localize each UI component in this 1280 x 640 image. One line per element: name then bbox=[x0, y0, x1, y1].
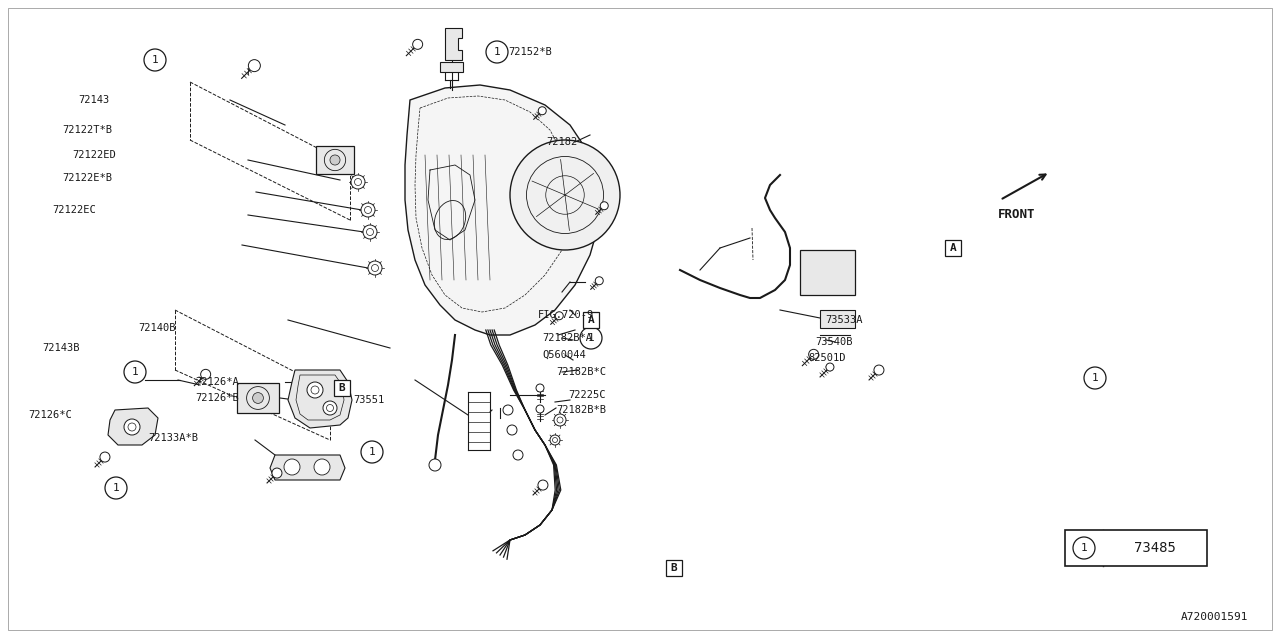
Text: 72126*A: 72126*A bbox=[195, 377, 239, 387]
Circle shape bbox=[826, 363, 835, 371]
Text: FRONT: FRONT bbox=[998, 208, 1036, 221]
Circle shape bbox=[550, 435, 561, 445]
Circle shape bbox=[369, 261, 381, 275]
Text: 1: 1 bbox=[1092, 373, 1098, 383]
Text: Q560044: Q560044 bbox=[541, 350, 586, 360]
Text: 72126*B: 72126*B bbox=[195, 393, 239, 403]
Text: 72182B*A: 72182B*A bbox=[541, 333, 591, 343]
Circle shape bbox=[509, 140, 620, 250]
Circle shape bbox=[307, 382, 323, 398]
Circle shape bbox=[364, 225, 378, 239]
Bar bbox=[800, 250, 855, 295]
Circle shape bbox=[284, 459, 300, 475]
Text: A: A bbox=[588, 315, 594, 325]
Polygon shape bbox=[108, 408, 157, 445]
Text: 73540B: 73540B bbox=[815, 337, 852, 347]
Text: 72182B*C: 72182B*C bbox=[556, 367, 605, 377]
Bar bbox=[316, 146, 355, 174]
Circle shape bbox=[503, 405, 513, 415]
Text: A720001591: A720001591 bbox=[1180, 612, 1248, 622]
Circle shape bbox=[513, 450, 524, 460]
Text: 72140B: 72140B bbox=[138, 323, 175, 333]
Bar bbox=[666, 560, 682, 576]
Text: 72182: 72182 bbox=[547, 137, 577, 147]
Text: 72122E*B: 72122E*B bbox=[61, 173, 113, 183]
Text: 72182B*B: 72182B*B bbox=[556, 405, 605, 415]
Circle shape bbox=[536, 384, 544, 392]
Polygon shape bbox=[445, 28, 462, 60]
Circle shape bbox=[809, 349, 819, 359]
Circle shape bbox=[143, 49, 166, 71]
Text: 1: 1 bbox=[113, 483, 119, 493]
Circle shape bbox=[1073, 537, 1094, 559]
Text: B: B bbox=[671, 563, 677, 573]
Circle shape bbox=[124, 361, 146, 383]
Circle shape bbox=[351, 175, 365, 189]
Circle shape bbox=[580, 327, 602, 349]
Circle shape bbox=[361, 203, 375, 217]
Text: 72133A*B: 72133A*B bbox=[148, 433, 198, 443]
Text: B: B bbox=[339, 383, 346, 393]
Circle shape bbox=[539, 107, 547, 115]
Circle shape bbox=[105, 477, 127, 499]
Circle shape bbox=[538, 480, 548, 490]
Text: FIG.720-9: FIG.720-9 bbox=[538, 310, 594, 320]
Circle shape bbox=[124, 419, 140, 435]
Circle shape bbox=[536, 405, 544, 413]
Text: 72225C: 72225C bbox=[568, 390, 605, 400]
Circle shape bbox=[323, 401, 337, 415]
Polygon shape bbox=[404, 85, 600, 335]
Circle shape bbox=[201, 369, 211, 380]
Text: 73551: 73551 bbox=[353, 395, 385, 405]
Circle shape bbox=[600, 202, 608, 210]
Circle shape bbox=[248, 60, 260, 72]
Circle shape bbox=[252, 392, 264, 403]
Text: 1: 1 bbox=[369, 447, 375, 457]
Circle shape bbox=[486, 41, 508, 63]
Text: 1: 1 bbox=[588, 333, 594, 343]
Text: 72126*C: 72126*C bbox=[28, 410, 72, 420]
Bar bbox=[945, 240, 961, 256]
Text: 82501D: 82501D bbox=[808, 353, 846, 363]
Circle shape bbox=[429, 459, 442, 471]
Circle shape bbox=[554, 414, 566, 426]
Text: A: A bbox=[950, 243, 956, 253]
Text: 72122EC: 72122EC bbox=[52, 205, 96, 215]
Text: 73485: 73485 bbox=[1134, 541, 1176, 555]
Circle shape bbox=[271, 468, 282, 478]
Circle shape bbox=[100, 452, 110, 462]
Text: 73533A: 73533A bbox=[826, 315, 863, 325]
Circle shape bbox=[595, 276, 603, 285]
Text: 72143: 72143 bbox=[78, 95, 109, 105]
Text: 72122ED: 72122ED bbox=[72, 150, 115, 160]
Circle shape bbox=[330, 155, 340, 165]
Text: 72152*B: 72152*B bbox=[508, 47, 552, 57]
Circle shape bbox=[412, 39, 422, 49]
Polygon shape bbox=[440, 62, 463, 72]
Bar bbox=[237, 383, 279, 413]
Text: 1: 1 bbox=[132, 367, 138, 377]
Circle shape bbox=[314, 459, 330, 475]
Bar bbox=[582, 312, 599, 328]
Bar bbox=[1065, 530, 1207, 566]
Text: 1: 1 bbox=[1080, 543, 1088, 553]
Circle shape bbox=[556, 312, 563, 320]
Bar bbox=[820, 310, 855, 328]
Bar bbox=[334, 380, 349, 396]
Text: 1: 1 bbox=[151, 55, 159, 65]
Circle shape bbox=[1084, 367, 1106, 389]
Text: 72143B: 72143B bbox=[42, 343, 79, 353]
Polygon shape bbox=[270, 455, 346, 480]
Text: 1: 1 bbox=[494, 47, 500, 57]
Polygon shape bbox=[288, 370, 352, 428]
Circle shape bbox=[361, 441, 383, 463]
Circle shape bbox=[507, 425, 517, 435]
Circle shape bbox=[874, 365, 884, 375]
Text: 72122T*B: 72122T*B bbox=[61, 125, 113, 135]
